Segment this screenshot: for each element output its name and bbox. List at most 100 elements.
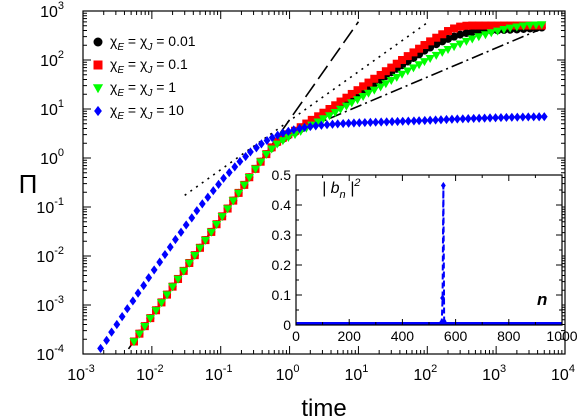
data-point-series-4 <box>323 120 331 130</box>
data-point-series-4 <box>432 115 439 125</box>
data-point-series-4 <box>172 234 179 245</box>
data-point-series-2 <box>381 67 390 76</box>
data-point-series-2 <box>314 112 323 121</box>
data-point-series-3 <box>179 267 189 276</box>
data-point-series-2 <box>387 63 396 72</box>
data-point-series-3 <box>290 131 300 140</box>
data-point-series-3 <box>512 23 522 32</box>
inset-x-tick-label: 0 <box>292 328 300 344</box>
data-point-series-2 <box>302 119 311 128</box>
data-point-series-2 <box>432 33 441 42</box>
data-point-series-3 <box>341 102 352 111</box>
legend-label-series-1: χE = χJ = 0.01 <box>110 33 196 53</box>
data-point-series-3 <box>278 137 288 146</box>
data-point-series-3 <box>414 61 424 70</box>
data-point-series-4 <box>150 265 158 275</box>
data-point-series-4 <box>108 327 115 337</box>
data-point-series-4 <box>366 117 374 127</box>
inset-y-tick-label: 0.1 <box>272 287 292 303</box>
data-point-series-4 <box>253 143 260 153</box>
inset-axis-ticks: 0 200 400 600 800 1000 0 0.1 0.2 0.3 0.4 0.5 <box>272 167 578 344</box>
data-point-series-4 <box>209 186 217 196</box>
data-point-series-4 <box>263 135 271 146</box>
data-point-series-4 <box>459 114 467 124</box>
inset-x-tick-label: 1000 <box>546 328 577 344</box>
data-point-series-4 <box>145 273 153 283</box>
data-point-series-4 <box>530 112 538 122</box>
data-point-series-3 <box>244 174 254 183</box>
y-tick-label: 10-1 <box>36 196 64 217</box>
data-point-series-3 <box>313 118 323 127</box>
data-point-series-3 <box>140 322 150 331</box>
data-point-series-4 <box>399 116 407 126</box>
data-point-series-3 <box>234 189 244 198</box>
data-point-series-4 <box>329 119 336 129</box>
data-point-series-3 <box>173 275 183 284</box>
data-point-series-4 <box>312 121 320 131</box>
data-point-series-3 <box>403 67 413 76</box>
data-point-series-3 <box>261 150 271 159</box>
data-point-series-1 <box>450 32 459 41</box>
data-point-series-4 <box>345 118 353 128</box>
data-point-series-4 <box>497 112 505 123</box>
data-point-series-2 <box>403 52 412 61</box>
data-point-series-3 <box>335 105 346 114</box>
data-point-series-1 <box>432 40 441 49</box>
data-point-series-4 <box>220 173 227 183</box>
data-point-series-2 <box>415 44 424 53</box>
guide-line-dash-dot <box>289 26 545 137</box>
data-point-series-4 <box>377 117 385 127</box>
data-point-series-4 <box>188 213 196 223</box>
data-point-series-3 <box>381 80 391 89</box>
inset-x-axis-label: n <box>537 290 547 309</box>
inset-x-tick-label: 800 <box>497 328 521 344</box>
data-point-series-3 <box>190 251 200 260</box>
inset-y-tick-label: 0.4 <box>272 197 292 213</box>
data-point-series-4 <box>443 114 450 125</box>
data-point-series-3 <box>431 51 441 60</box>
data-point-series-3 <box>358 93 368 102</box>
legend-marker-series-2 <box>93 60 103 70</box>
data-point-series-3 <box>267 145 277 154</box>
data-point-series-2 <box>450 24 459 33</box>
data-point-series-3 <box>239 181 249 190</box>
data-point-series-4 <box>242 151 250 162</box>
data-point-series-4 <box>134 288 142 298</box>
inset-y-tick-label: 0.3 <box>272 227 292 243</box>
data-point-series-4 <box>231 162 239 172</box>
data-point-series-4 <box>118 311 126 322</box>
data-point-series-4 <box>464 114 472 124</box>
data-point-series-3 <box>217 213 227 222</box>
data-point-series-3 <box>467 35 477 44</box>
data-point-series-3 <box>397 70 407 79</box>
inset-data-point <box>441 317 447 325</box>
data-point-series-4 <box>258 139 265 149</box>
data-point-series-1 <box>456 30 465 39</box>
data-point-series-2 <box>359 82 368 91</box>
x-tick-label: 10-3 <box>67 363 95 384</box>
inset-y-tick-label: 0.2 <box>272 257 292 273</box>
data-point-series-4 <box>177 227 185 237</box>
data-point-series-3 <box>425 54 435 63</box>
data-point-series-4 <box>161 249 169 260</box>
y-tick-label: 102 <box>40 49 64 70</box>
x-axis-label: time <box>301 395 346 420</box>
data-point-series-3 <box>525 21 535 30</box>
y-axis-label: Π <box>19 169 38 199</box>
data-point-series-3 <box>531 21 541 30</box>
data-point-series-2 <box>487 21 496 30</box>
inset-y-tick-label: 0.5 <box>272 167 292 183</box>
data-point-series-3 <box>443 46 453 55</box>
legend: χE = χJ = 0.01 χE = χJ = 0.1 χE = χJ = 1 χE… <box>92 33 196 122</box>
data-point-series-4 <box>274 130 281 140</box>
data-point-series-2 <box>409 48 418 57</box>
data-point-series-4 <box>372 117 380 127</box>
data-point-series-3 <box>392 73 402 82</box>
data-point-series-4 <box>470 113 478 124</box>
data-point-series-3 <box>455 40 465 49</box>
data-point-series-3 <box>167 283 178 292</box>
data-point-series-4 <box>182 220 190 230</box>
data-point-series-3 <box>537 21 547 30</box>
legend-marker-series-3 <box>92 84 104 94</box>
